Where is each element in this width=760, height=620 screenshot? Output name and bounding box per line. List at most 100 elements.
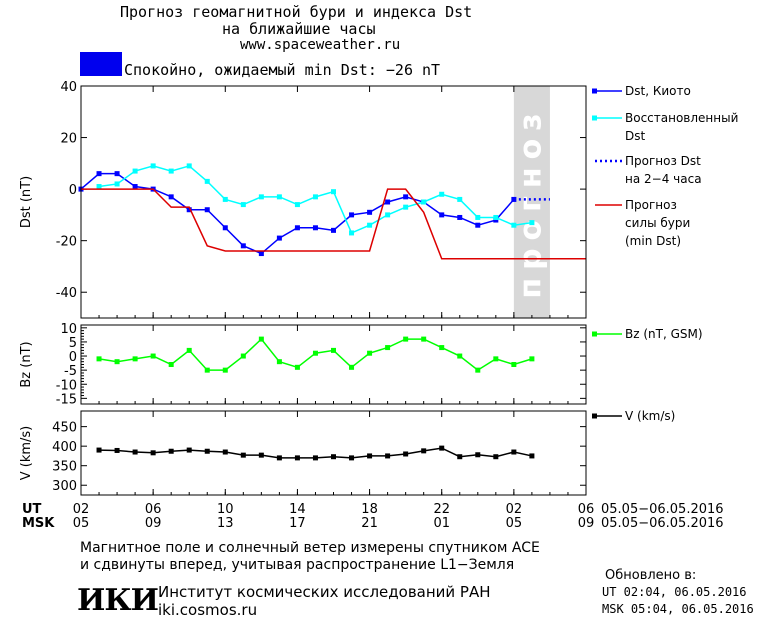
- data-point: [493, 454, 499, 460]
- data-point: [150, 353, 156, 359]
- data-point: [421, 448, 427, 454]
- y-tick-label: -5: [64, 364, 77, 379]
- data-point: [132, 356, 138, 362]
- data-point: [349, 455, 355, 461]
- y-tick-label: -15: [56, 392, 77, 407]
- data-point: [529, 356, 535, 362]
- y-tick-label: 450: [52, 421, 77, 436]
- data-point: [168, 168, 174, 174]
- y-tick-label: 40: [60, 80, 77, 95]
- note-line1: Магнитное поле и солнечный ветер измерен…: [80, 540, 540, 556]
- y-tick-label: 400: [52, 440, 77, 455]
- data-point: [403, 194, 409, 200]
- data-point: [403, 336, 409, 342]
- x-axis-label-ut: UT: [22, 502, 42, 517]
- data-point: [367, 350, 373, 356]
- forecast-zone-label: прогноз: [513, 105, 548, 298]
- status-text: Спокойно, ожидаемый min Dst: −26 nT: [124, 61, 441, 79]
- y-tick-label: 0: [69, 350, 77, 365]
- data-point: [294, 455, 300, 461]
- data-point: [493, 356, 499, 362]
- y-tick-label: 20: [60, 132, 77, 147]
- data-point: [240, 202, 246, 208]
- x-tick-label-ut: 18: [361, 502, 378, 517]
- data-point: [114, 447, 120, 453]
- x-tick-label-msk: 09: [578, 516, 595, 531]
- data-point: [439, 212, 445, 218]
- data-point: [222, 367, 228, 373]
- legend-label: Восстановленный: [625, 111, 738, 125]
- y-tick-label: 10: [60, 322, 77, 337]
- data-point: [312, 225, 318, 231]
- data-point: [457, 196, 463, 202]
- data-point: [114, 171, 120, 177]
- data-point: [96, 184, 102, 190]
- x-tick-label-msk: 01: [433, 516, 450, 531]
- legend-label: (min Dst): [625, 234, 681, 248]
- data-point: [439, 345, 445, 351]
- forecast-zone: [513, 86, 550, 318]
- data-point: [96, 356, 102, 362]
- data-point: [204, 367, 210, 373]
- data-point: [294, 364, 300, 370]
- data-point: [403, 451, 409, 457]
- plot-frame: [80, 410, 587, 496]
- legend-label: Dst, Киото: [625, 84, 691, 98]
- data-point: [258, 251, 264, 257]
- legend-marker: [592, 413, 597, 419]
- data-point: [385, 345, 391, 351]
- data-point: [529, 220, 535, 226]
- data-point: [240, 452, 246, 458]
- data-point: [312, 194, 318, 200]
- x-tick-label-ut: 22: [433, 502, 450, 517]
- data-point: [312, 350, 318, 356]
- updated-label: Обновлено в:: [605, 568, 697, 583]
- data-point: [258, 452, 264, 458]
- data-point: [403, 204, 409, 210]
- data-point: [186, 447, 192, 453]
- y-axis-label: Bz (nT): [19, 341, 34, 387]
- data-point: [204, 178, 210, 184]
- data-point: [186, 347, 192, 353]
- data-point: [475, 452, 481, 458]
- data-point: [276, 359, 282, 365]
- x-tick-label-ut: 02: [506, 502, 523, 517]
- legend-label: Bz (nT, GSM): [625, 327, 703, 341]
- chart-title: Прогноз геомагнитной бури и индекса Dst: [120, 3, 473, 21]
- data-point: [132, 449, 138, 455]
- x-tick-label-ut: 06: [578, 502, 595, 517]
- series-line: [81, 188, 586, 260]
- x-tick-label-msk: 05: [73, 516, 90, 531]
- data-point: [186, 163, 192, 169]
- x-tick-label-msk: 05: [506, 516, 523, 531]
- y-tick-label: -40: [56, 286, 77, 301]
- data-point: [421, 336, 427, 342]
- website-link[interactable]: www.spaceweather.ru: [240, 37, 401, 53]
- x-axis-label-msk: MSK: [22, 516, 55, 531]
- data-point: [168, 448, 174, 454]
- data-point: [96, 447, 102, 453]
- data-point: [457, 454, 463, 460]
- x-tick-label-msk: 17: [289, 516, 306, 531]
- data-point: [475, 214, 481, 220]
- x-tick-label-ut: 02: [73, 502, 90, 517]
- legend-label: Dst: [625, 129, 645, 143]
- data-point: [511, 222, 517, 228]
- x-range-ut: 05.05−06.05.2016: [601, 502, 724, 517]
- data-point: [276, 194, 282, 200]
- institute-site[interactable]: iki.cosmos.ru: [158, 601, 258, 619]
- data-point: [114, 181, 120, 187]
- data-point: [276, 455, 282, 461]
- series-line: [80, 172, 515, 255]
- y-tick-label: -20: [56, 235, 77, 250]
- x-tick-label-msk: 21: [361, 516, 378, 531]
- data-point: [294, 202, 300, 208]
- data-point: [439, 191, 445, 197]
- x-tick-label-msk: 13: [217, 516, 234, 531]
- data-point: [331, 347, 336, 353]
- data-point: [457, 353, 463, 359]
- data-point: [511, 362, 517, 367]
- data-point: [114, 359, 120, 365]
- data-point: [385, 453, 391, 459]
